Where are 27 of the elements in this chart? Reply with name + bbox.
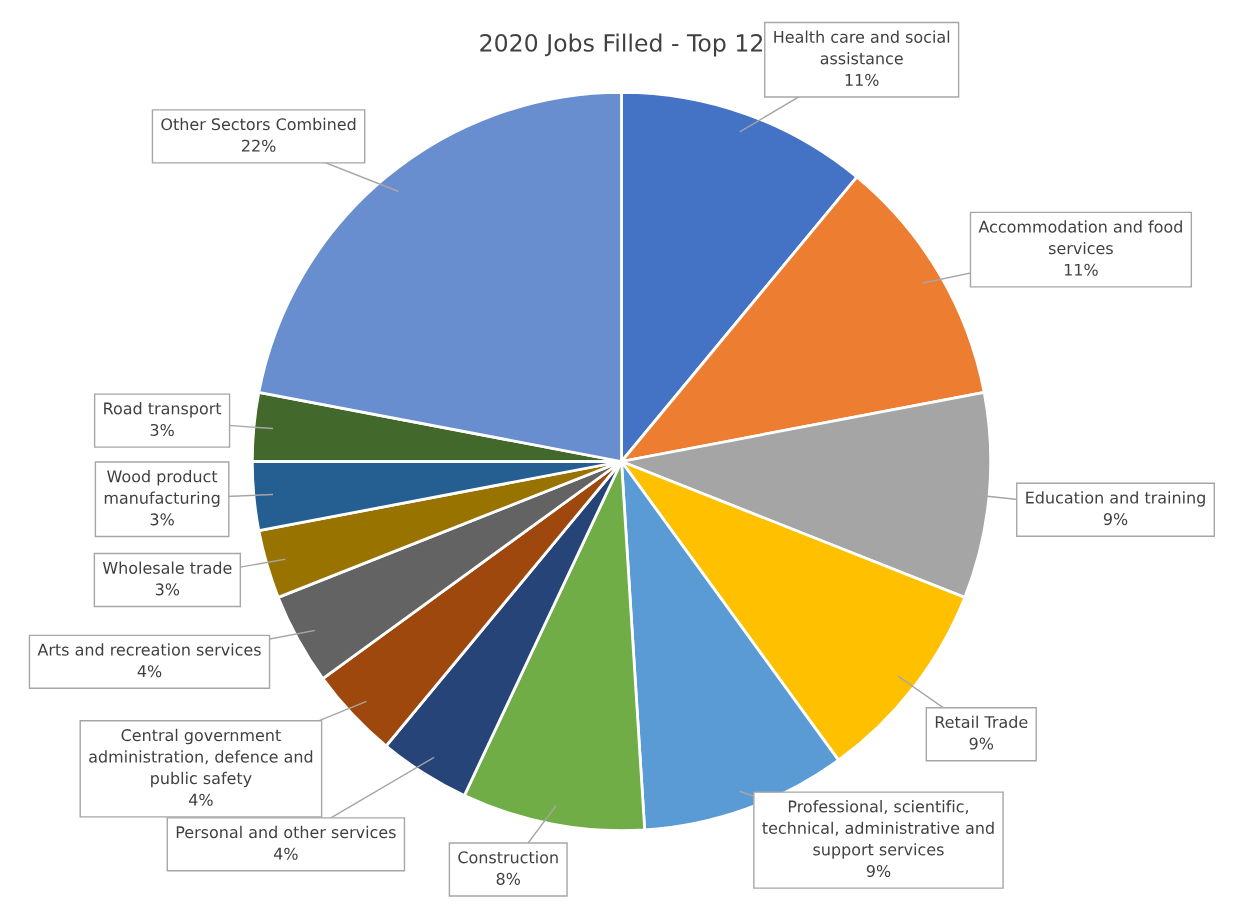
slice-label: Professional, scientific, technical, administrative and support services — [762, 800, 994, 859]
data-label: 3% — [150, 423, 174, 436]
slice-label: Construction — [458, 851, 558, 864]
slice-label: Education and training — [1026, 491, 1205, 507]
slice-label: Retail Trade — [935, 715, 1028, 729]
chart-title: 2020 Jobs Filled - Top 12 — [480, 33, 763, 57]
data-label: 22% — [242, 139, 276, 152]
slice-label: Health care and social assistance — [774, 30, 950, 65]
data-label: 11% — [1064, 263, 1098, 276]
data-label: 3% — [150, 513, 174, 526]
data-label: 11% — [845, 73, 879, 86]
slice-label: Arts and recreation services — [37, 643, 261, 656]
slice-label: Other Sectors Combined — [161, 117, 356, 131]
data-label: 9% — [1103, 513, 1128, 526]
data-label: 4% — [273, 847, 298, 860]
slice-label: Wholesale trade — [102, 561, 232, 574]
data-label: 4% — [189, 793, 213, 806]
slice-label: Accommodation and food services — [978, 220, 1182, 255]
data-label: 3% — [155, 583, 180, 596]
data-label: 8% — [496, 872, 521, 885]
data-label: 9% — [866, 864, 891, 878]
slice-label: Road transport — [104, 402, 222, 418]
slice-label: Wood product manufacturing — [104, 470, 220, 507]
data-label: 9% — [969, 737, 994, 750]
slice-label: Personal and other services — [176, 825, 396, 839]
slice-label: Central government administration, defence and public safety — [89, 728, 313, 788]
data-label: 4% — [137, 665, 162, 678]
